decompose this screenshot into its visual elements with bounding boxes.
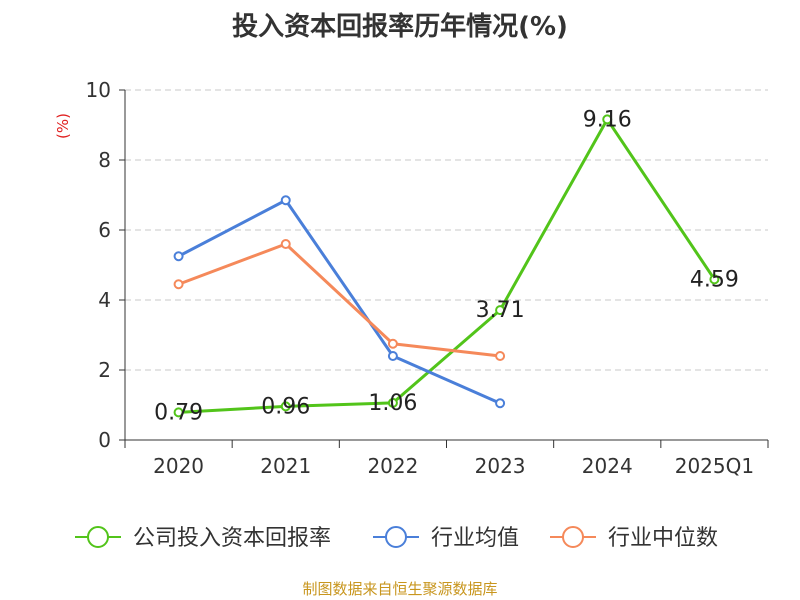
data-point [387, 338, 398, 349]
y-tick-label: 8 [98, 148, 111, 172]
data-point [280, 239, 291, 249]
chart-title: 投入资本回报率历年情况(%) [232, 12, 568, 42]
data-label: 9.16 [583, 107, 632, 132]
x-tick-label: 2025Q1 [675, 454, 754, 478]
legend-label: 公司投入资本回报率 [133, 526, 331, 551]
series-line [178, 117, 716, 414]
legend-marker [87, 526, 109, 548]
series-line [178, 242, 501, 358]
y-tick-label: 0 [98, 428, 111, 452]
data-point [602, 114, 613, 125]
axis-layer: 0 2 4 6 8 10 (%) 2020 2021 2022 2023 2024 2025Q1 [54, 78, 769, 478]
data-point [387, 397, 398, 408]
data-label: 3.71 [476, 298, 525, 323]
series-line [177, 198, 501, 405]
data-point [709, 274, 720, 285]
data-label: 1.06 [368, 391, 417, 416]
legend-marker [562, 526, 584, 548]
data-label-layer: 0.79 0.96 1.06 3.71 9.16 4.59 [154, 107, 739, 425]
y-axis-label: (%) [54, 113, 72, 139]
data-label: 0.79 [154, 400, 203, 425]
legend: 公司投入资本回报率 行业均值 行业中位数 [75, 526, 718, 551]
data-point [173, 407, 184, 418]
y-tick-label: 6 [98, 218, 111, 242]
data-point [495, 398, 506, 409]
x-tick-label: 2020 [153, 454, 204, 478]
x-tick-label: 2023 [475, 454, 526, 478]
data-point [173, 251, 184, 262]
data-label: 4.59 [690, 267, 739, 292]
x-tick-label: 2021 [260, 454, 311, 478]
y-tick-label: 2 [98, 358, 111, 382]
x-tick-label: 2024 [582, 454, 633, 478]
data-label: 0.96 [261, 394, 310, 419]
legend-label: 行业中位数 [608, 526, 718, 551]
data-point [495, 351, 506, 361]
source-note: 制图数据来自恒生聚源数据库 [302, 580, 498, 598]
grid-layer [125, 89, 768, 371]
data-point [495, 305, 506, 316]
series-layer [173, 114, 720, 418]
y-tick-label: 4 [98, 288, 111, 312]
data-point [173, 279, 184, 290]
y-tick-label: 10 [86, 78, 111, 102]
data-point [280, 401, 291, 412]
legend-marker [385, 526, 407, 548]
data-point [280, 195, 291, 206]
x-tick-label: 2022 [367, 454, 418, 478]
legend-label: 行业均值 [431, 526, 519, 551]
data-point [387, 351, 398, 361]
